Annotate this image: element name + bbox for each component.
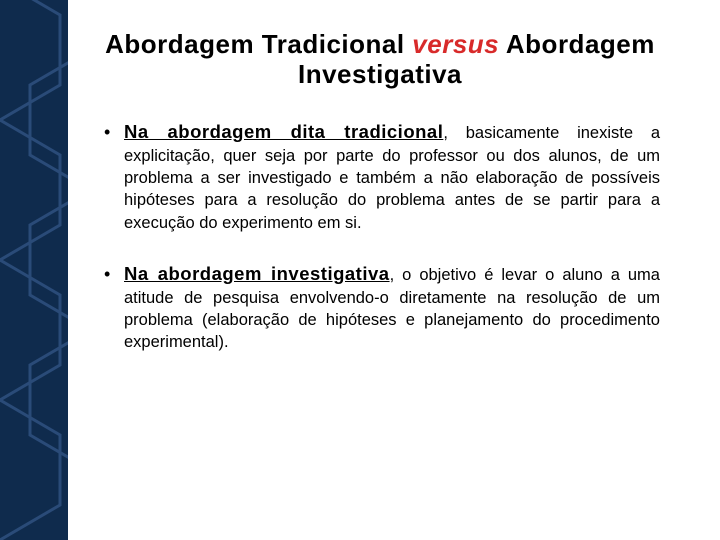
list-item: Na abordagem dita tradicional, basicamen… (100, 120, 660, 234)
hex-pattern-icon (0, 0, 68, 540)
sidebar-decoration (0, 0, 68, 540)
bullet-lead: Na abordagem investigativa (124, 263, 390, 284)
title-versus: versus (412, 29, 499, 59)
slide-title: Abordagem Tradicional versus Abordagem I… (100, 30, 660, 90)
list-item: Na abordagem investigativa, o objetivo é… (100, 262, 660, 354)
bullet-list: Na abordagem dita tradicional, basicamen… (100, 120, 660, 354)
bullet-lead: Na abordagem dita tradicional (124, 121, 443, 142)
slide-content: Abordagem Tradicional versus Abordagem I… (100, 30, 660, 382)
title-part1: Abordagem Tradicional (105, 29, 412, 59)
